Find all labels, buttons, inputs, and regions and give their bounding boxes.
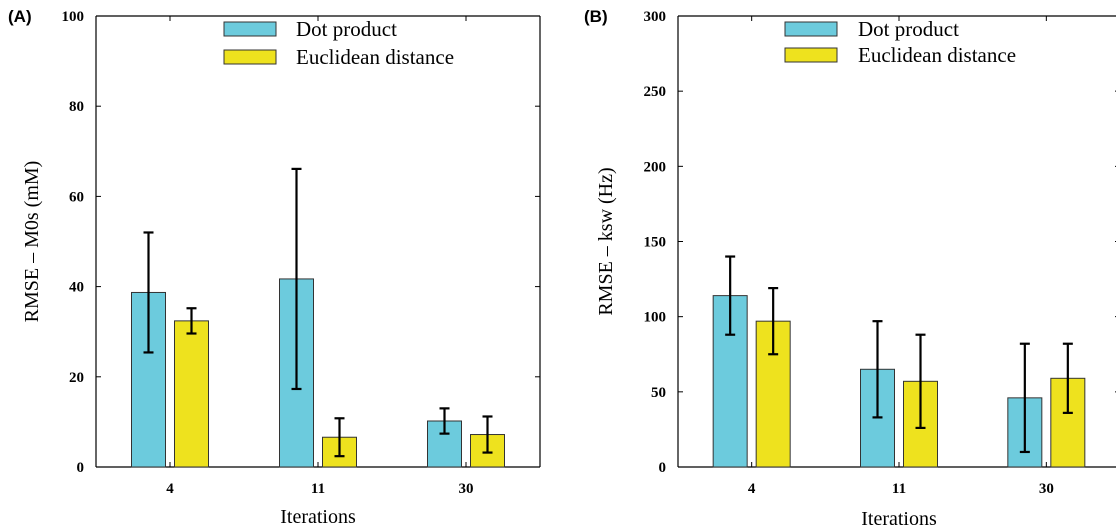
panel-a: (A) 0 20 40 60 80 100 4 11 30 Iterations RMSE – M0s…: [8, 7, 541, 528]
legend-swatch: [784, 21, 838, 37]
x-axis-label: Iterations: [861, 508, 937, 528]
panel-b: (B) 0 50 100 150 200 250 300 4 11 30 Iterations RMSE…: [584, 7, 1116, 528]
panel-label: (B): [584, 7, 608, 26]
y-axis-label: RMSE – M0s (mM): [21, 161, 43, 323]
y-tick-label: 150: [644, 235, 667, 251]
y-tick-label: 80: [69, 99, 84, 115]
y-tick-label: 250: [644, 84, 667, 100]
y-tick-label: 0: [77, 460, 85, 476]
legend-label: Euclidean distance: [858, 43, 1016, 67]
x-axis-label: Iterations: [280, 506, 356, 528]
panel-label: (A): [8, 7, 32, 26]
y-tick-label: 0: [659, 460, 667, 476]
legend-label: Euclidean distance: [296, 45, 454, 69]
legend-swatch: [223, 21, 277, 37]
y-tick-label: 60: [69, 189, 84, 205]
x-tick-label: 11: [892, 481, 906, 497]
legend-swatch: [784, 47, 838, 63]
y-tick-label: 200: [644, 159, 667, 175]
legend-label: Dot product: [858, 17, 959, 41]
y-tick-label: 20: [69, 370, 84, 386]
y-tick-label: 50: [651, 385, 666, 401]
y-tick-label: 100: [62, 9, 85, 25]
x-tick-label: 4: [166, 481, 174, 497]
y-tick-label: 300: [644, 9, 667, 25]
x-tick-label: 30: [459, 481, 474, 497]
x-tick-label: 4: [748, 481, 756, 497]
x-tick-label: 30: [1039, 481, 1054, 497]
y-tick-label: 100: [644, 310, 667, 326]
legend-swatch: [223, 49, 277, 65]
bar: [174, 320, 209, 468]
y-axis-label: RMSE – ksw (Hz): [595, 167, 617, 315]
x-tick-label: 11: [311, 481, 325, 497]
y-tick-label: 40: [69, 280, 84, 296]
legend-label: Dot product: [296, 17, 397, 41]
